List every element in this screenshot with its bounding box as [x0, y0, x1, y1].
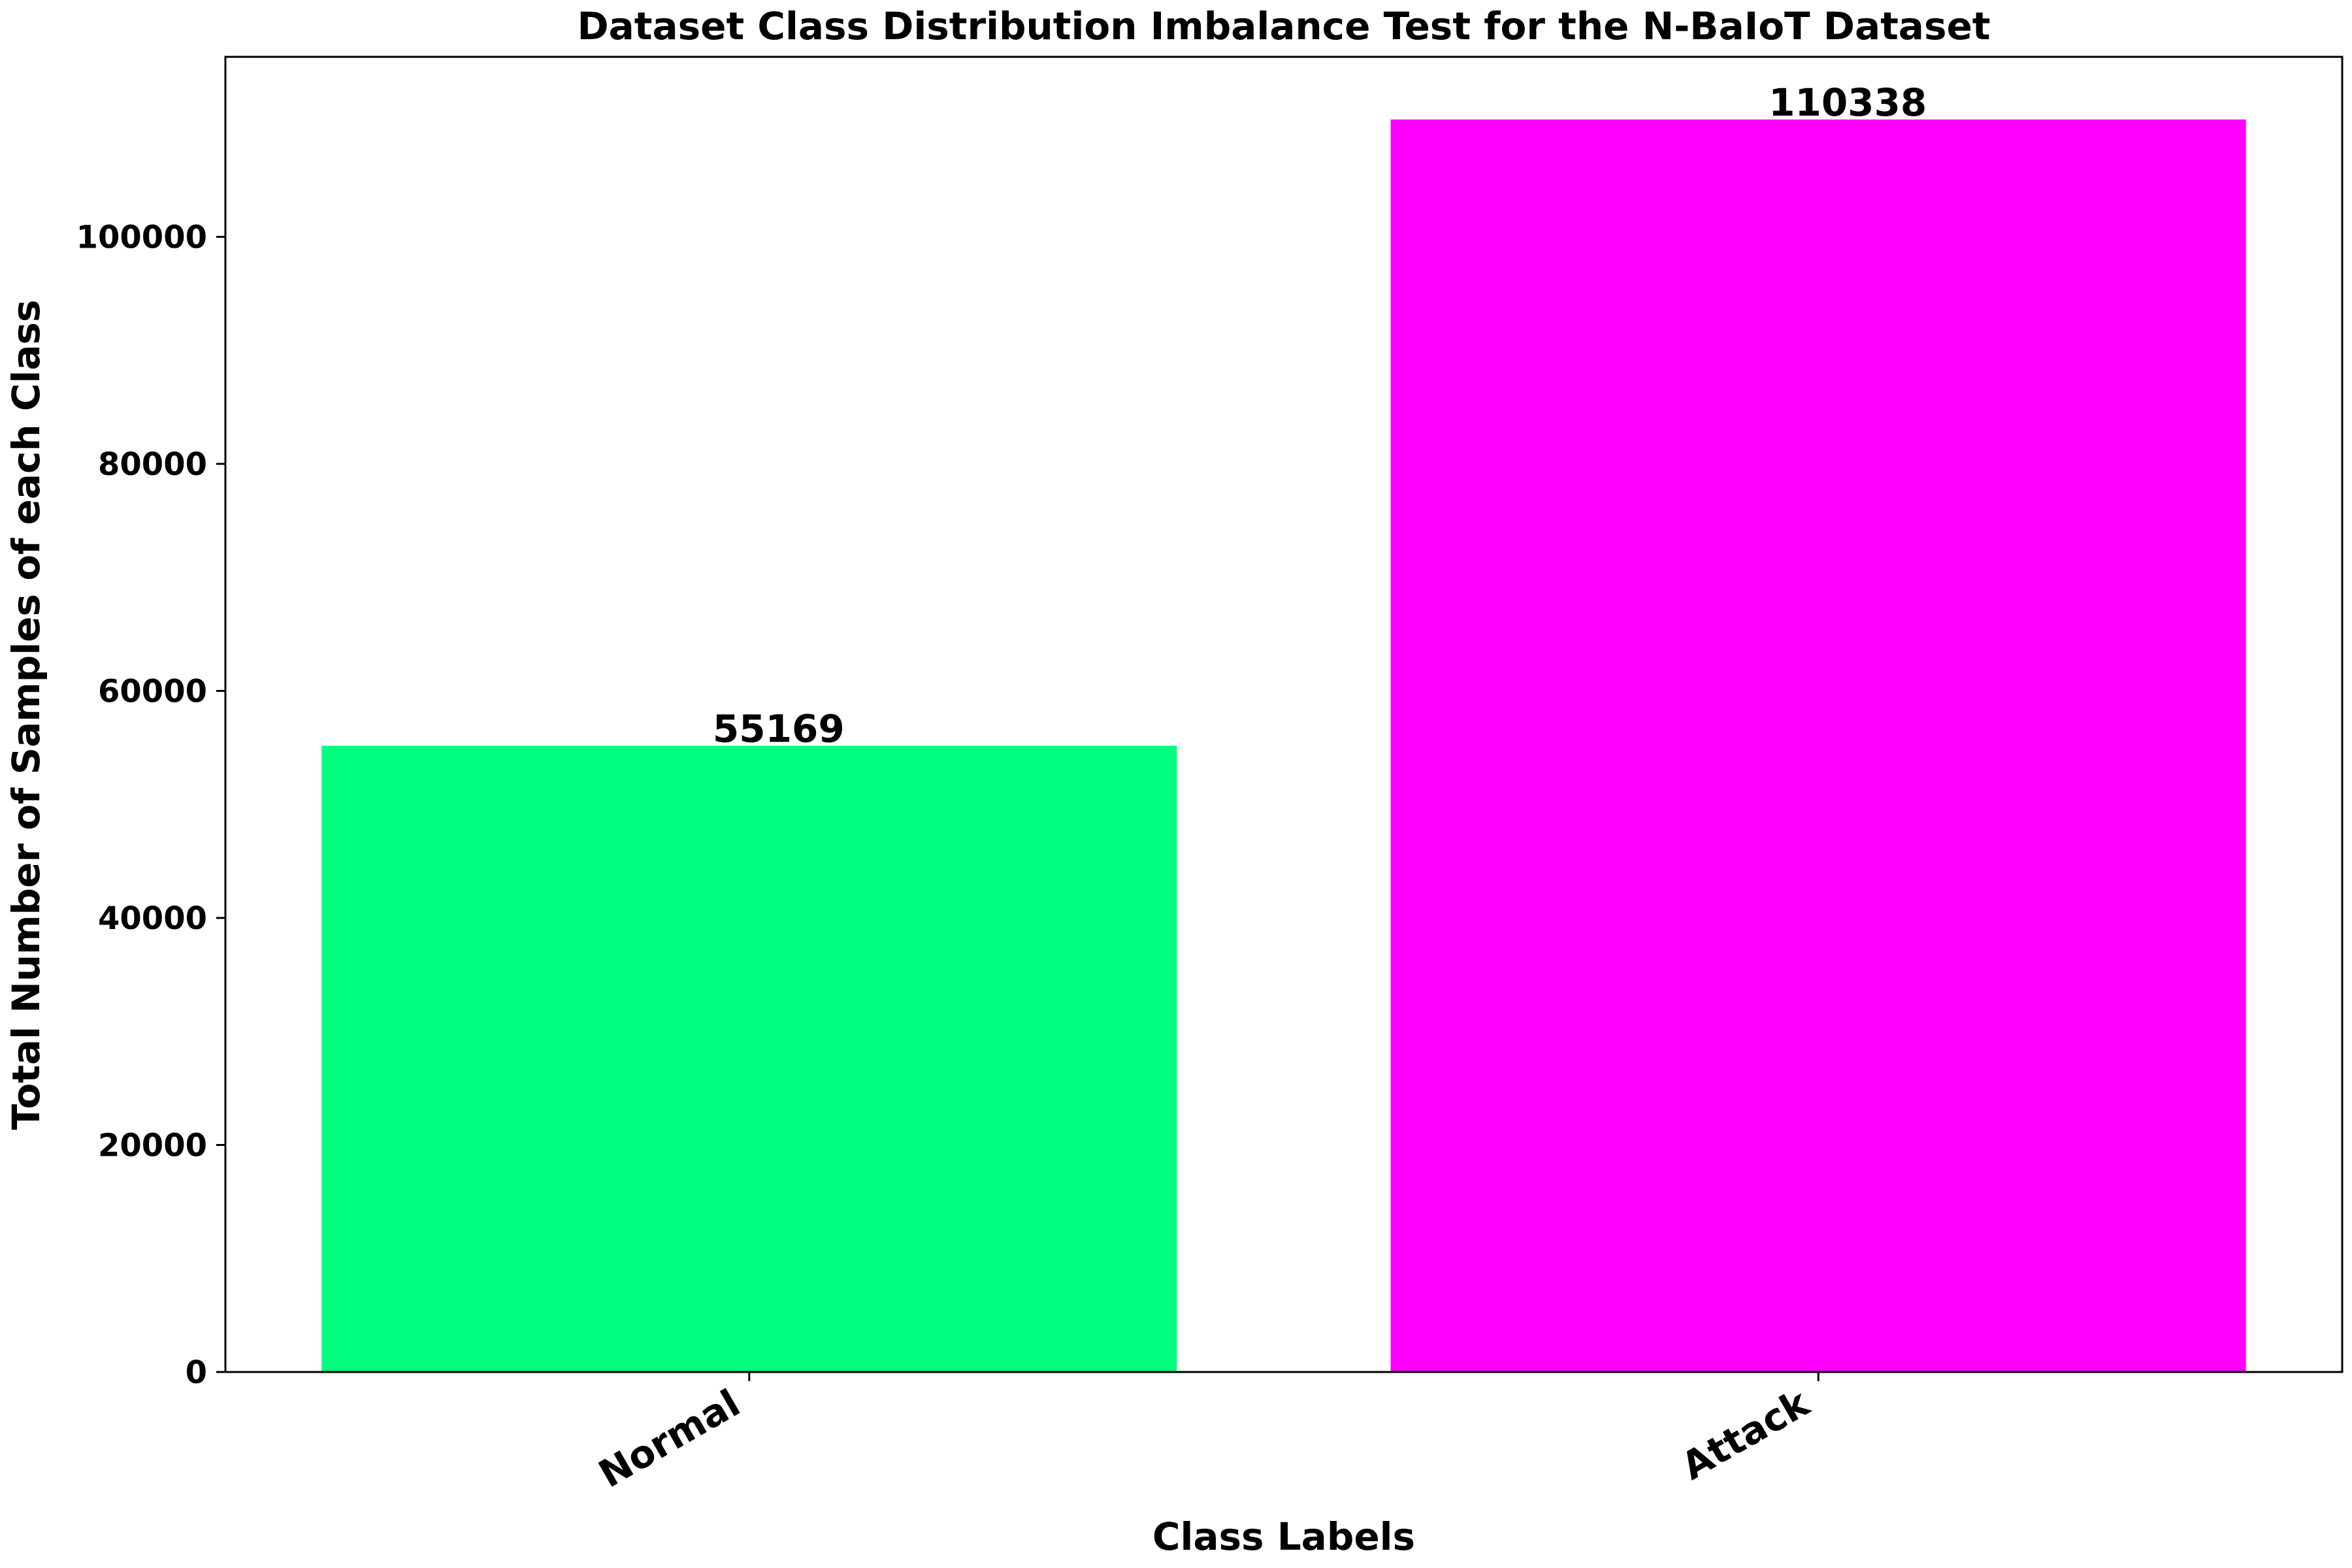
y-axis-label: Total Number of Samples of each Class	[4, 300, 48, 1130]
bar-normal	[321, 745, 1177, 1372]
chart-title: Dataset Class Distribution Imbalance Tes…	[577, 4, 1990, 48]
x-tick-label-attack: Attack	[1674, 1380, 1817, 1489]
y-tick-label: 40000	[98, 900, 207, 937]
bars	[321, 119, 2246, 1373]
data-labels: 55169 110338	[713, 80, 1927, 751]
data-label-attack: 110338	[1769, 80, 1927, 125]
plot-frame	[224, 56, 2344, 1373]
y-tick-label: 20000	[98, 1127, 207, 1164]
bar-attack	[1390, 119, 2246, 1373]
y-tick-label: 100000	[76, 219, 207, 255]
y-tick-label: 60000	[98, 673, 207, 710]
x-axis-label: Class Labels	[1152, 1514, 1415, 1559]
data-label-normal: 55169	[713, 706, 845, 751]
x-tick-label-normal: Normal	[591, 1380, 747, 1496]
x-axis-ticks: Normal Attack	[591, 1372, 1820, 1496]
y-tick-label: 80000	[98, 446, 207, 483]
y-axis-ticks: 0 20000 40000 60000 80000 100000	[76, 219, 225, 1391]
y-tick-label: 0	[186, 1354, 207, 1391]
